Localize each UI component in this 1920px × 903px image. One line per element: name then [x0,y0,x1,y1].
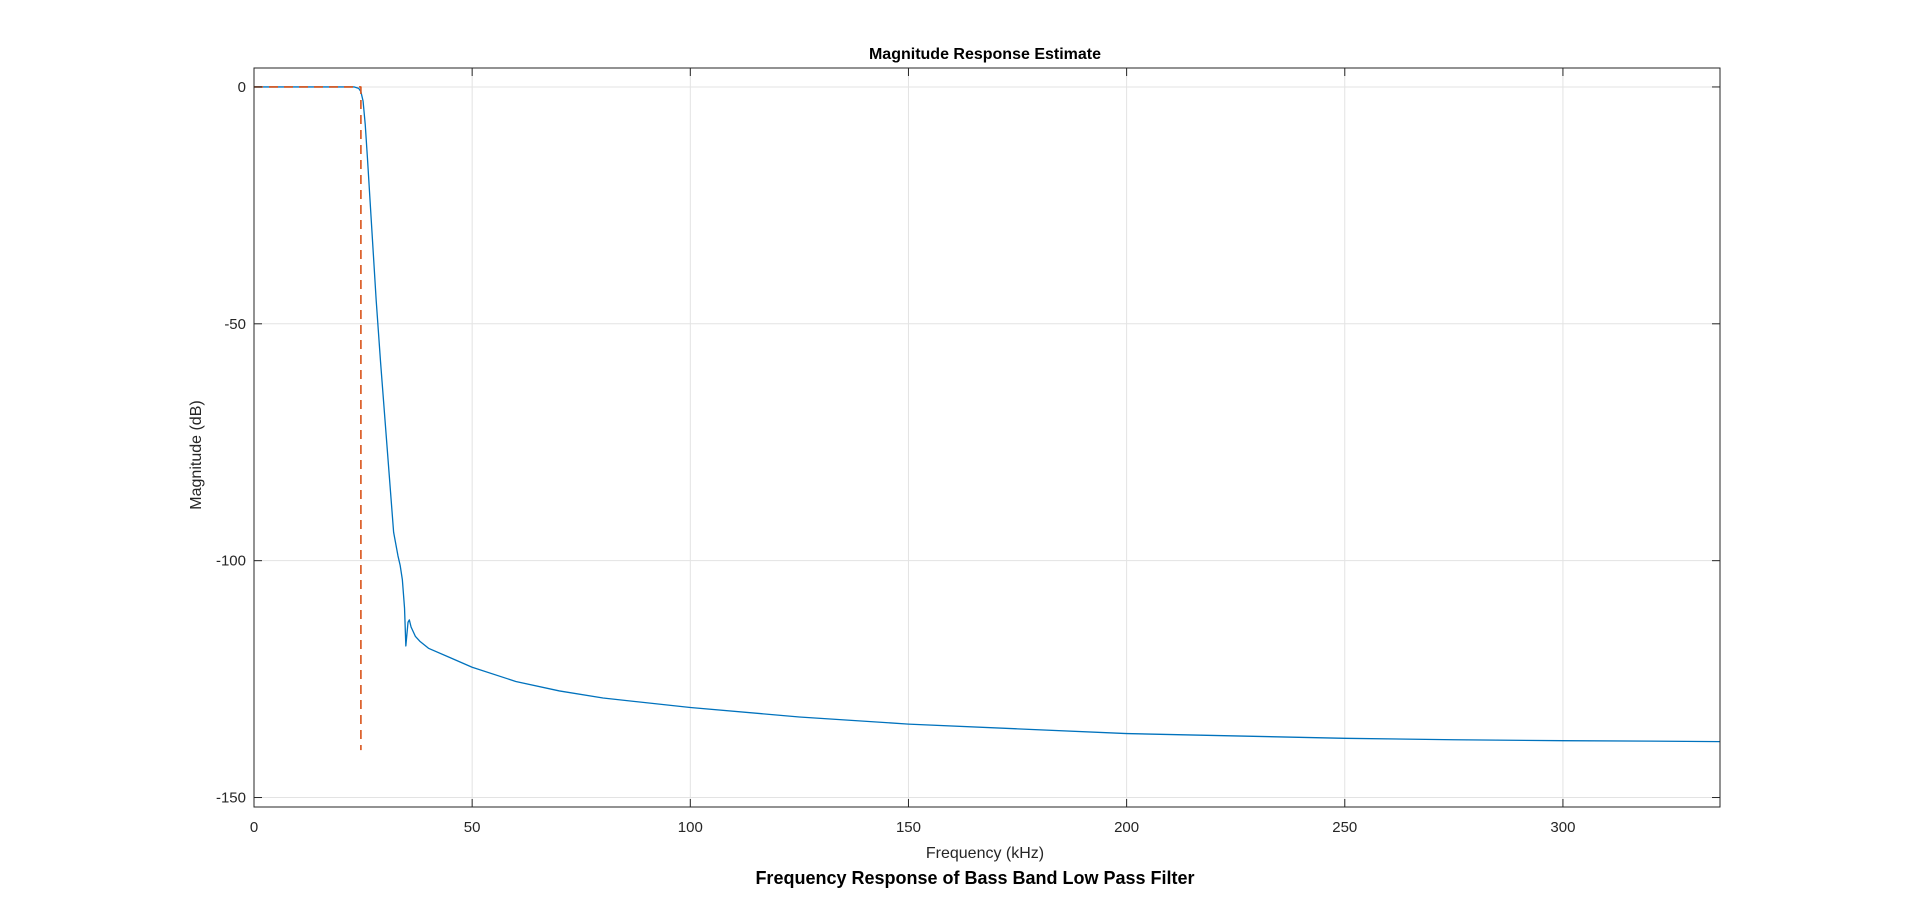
x-axis-label: Frequency (kHz) [926,845,1044,862]
x-tick-label: 100 [678,819,703,836]
x-tick-label: 0 [250,819,258,836]
spec-dashed-line [254,86,362,751]
x-tick-label: 200 [1114,819,1139,836]
tick-layer: 0 50 100 150 200 250 300 0 -50 -100 -150 [216,68,1720,836]
x-tick-label: 250 [1332,819,1357,836]
x-tick-label: 50 [464,819,481,836]
y-tick-label: -50 [224,316,246,333]
x-tick-label: 150 [896,819,921,836]
grid-layer [253,68,1720,807]
chart-title: Magnitude Response Estimate [869,46,1101,63]
x-tick-label: 300 [1550,819,1575,836]
axes-box [253,67,1721,808]
magnitude-response-line [254,86,1721,743]
y-tick-label: -100 [216,553,246,570]
figure-caption: Frequency Response of Bass Band Low Pass… [755,868,1194,888]
series-layer [254,86,1721,751]
y-tick-label: -150 [216,790,246,807]
y-tick-label: 0 [238,79,246,96]
y-axis-label: Magnitude (dB) [188,400,205,509]
